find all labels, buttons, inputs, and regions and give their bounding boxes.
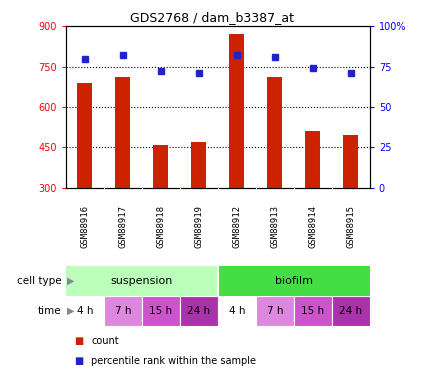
Bar	[104, 296, 142, 326]
Bar	[142, 296, 180, 326]
Text: suspension: suspension	[110, 276, 173, 286]
Text: GSM88917: GSM88917	[118, 206, 127, 248]
Text: GSM88914: GSM88914	[308, 206, 317, 248]
Text: 7 h: 7 h	[115, 306, 131, 316]
Text: 4 h: 4 h	[229, 306, 245, 316]
Bar	[229, 34, 244, 188]
Text: ■: ■	[74, 336, 84, 346]
Text: GDS2768 / dam_b3387_at: GDS2768 / dam_b3387_at	[130, 11, 295, 24]
Text: 24 h: 24 h	[187, 306, 210, 316]
Text: cell type: cell type	[17, 276, 62, 286]
Text: ■: ■	[74, 356, 84, 366]
Bar	[153, 144, 168, 188]
Bar	[332, 296, 370, 326]
Text: time: time	[38, 306, 62, 316]
Text: biofilm: biofilm	[275, 276, 313, 286]
Bar	[343, 135, 358, 188]
Text: 4 h: 4 h	[76, 306, 93, 316]
Bar	[191, 142, 207, 188]
Bar	[267, 77, 282, 188]
Text: GSM88918: GSM88918	[156, 206, 165, 248]
Text: 7 h: 7 h	[266, 306, 283, 316]
Bar	[115, 77, 130, 188]
Text: 24 h: 24 h	[339, 306, 363, 316]
Text: GSM88915: GSM88915	[346, 206, 355, 248]
Text: 15 h: 15 h	[301, 306, 324, 316]
Bar	[218, 296, 256, 326]
Text: 15 h: 15 h	[149, 306, 173, 316]
Bar	[180, 296, 218, 326]
Text: count: count	[91, 336, 119, 346]
Text: ▶: ▶	[67, 306, 74, 316]
Text: GSM88912: GSM88912	[232, 206, 241, 248]
Text: GSM88913: GSM88913	[270, 206, 279, 248]
Bar	[77, 83, 93, 188]
Text: ▶: ▶	[67, 276, 74, 286]
Bar	[66, 266, 218, 296]
Bar	[305, 131, 320, 188]
Text: GSM88919: GSM88919	[194, 206, 203, 248]
Text: GSM88916: GSM88916	[80, 206, 89, 248]
Bar	[66, 296, 104, 326]
Bar	[256, 296, 294, 326]
Bar	[294, 296, 332, 326]
Bar	[218, 266, 370, 296]
Text: percentile rank within the sample: percentile rank within the sample	[91, 356, 256, 366]
